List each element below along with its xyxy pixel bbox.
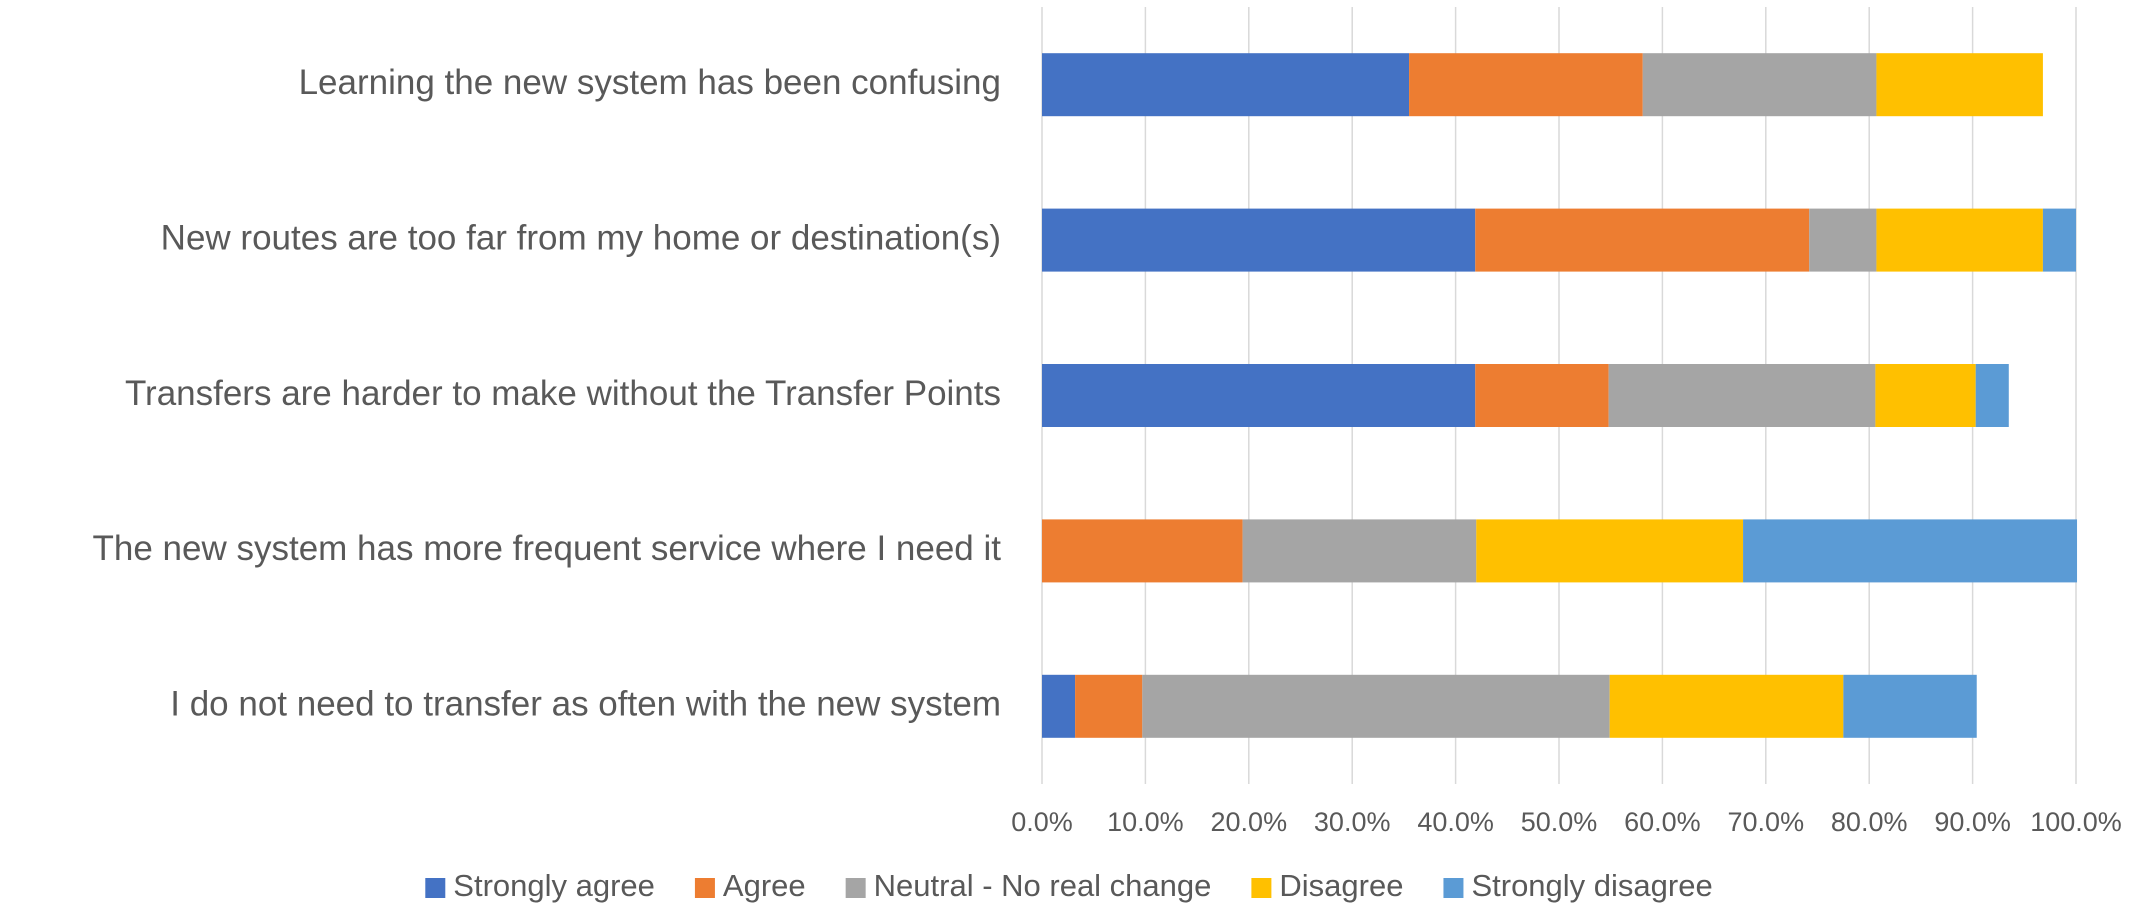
x-tick-label: 60.0%: [1624, 807, 1701, 837]
bar-segment: [1242, 519, 1477, 583]
category-label: Learning the new system has been confusi…: [299, 63, 1001, 102]
bar-segment: [1042, 519, 1243, 583]
bar-segment: [1042, 53, 1410, 117]
legend-swatch: [425, 878, 446, 898]
legend-label: Strongly agree: [453, 868, 655, 903]
bar-segment: [1875, 364, 1976, 427]
bar-segment: [1042, 208, 1476, 272]
bar-segment: [1843, 674, 1977, 738]
bar-segment: [1743, 519, 2078, 583]
bar-segment: [1142, 674, 1610, 738]
bar-segment: [1075, 674, 1143, 738]
x-tick-label: 0.0%: [1011, 807, 1073, 837]
bar-segment: [1608, 364, 1876, 427]
x-tick-label: 90.0%: [1934, 807, 2011, 837]
legend-swatch: [694, 878, 715, 898]
bar-segment: [1642, 53, 1877, 117]
legend: Strongly agree Agree Neutral - No real cha…: [425, 868, 1713, 903]
x-tick-label: 30.0%: [1314, 807, 1391, 837]
x-tick-label: 40.0%: [1417, 807, 1494, 837]
bar-segment: [1475, 364, 1609, 427]
legend-label: Disagree: [1279, 868, 1403, 903]
bar-segment: [1876, 53, 2043, 117]
bar-segment: [1809, 208, 1877, 272]
category-label: The new system has more frequent service…: [93, 529, 1002, 568]
legend-label: Neutral - No real change: [874, 868, 1212, 903]
category-label: New routes are too far from my home or d…: [161, 218, 1001, 257]
x-tick-label: 100.0%: [2030, 807, 2122, 837]
legend-label: Strongly disagree: [1471, 868, 1712, 903]
legend-label: Agree: [723, 868, 806, 903]
bar-segment: [1042, 364, 1476, 427]
legend-swatch: [1443, 878, 1464, 898]
x-tick-label: 20.0%: [1211, 807, 1288, 837]
x-tick-label: 70.0%: [1728, 807, 1805, 837]
bar-segment: [1876, 208, 2043, 272]
bar-segment: [1042, 674, 1076, 738]
category-label: Transfers are harder to make without the…: [125, 374, 1001, 413]
x-tick-label: 10.0%: [1107, 807, 1184, 837]
x-tick-label: 50.0%: [1521, 807, 1598, 837]
bar-segment: [1476, 519, 1744, 583]
legend-swatch: [845, 878, 866, 898]
bar-segment: [1475, 208, 1810, 272]
bar-segment: [2042, 208, 2076, 272]
bar-segment: [1409, 53, 1643, 117]
bar-segment: [1975, 364, 2009, 427]
legend-swatch: [1251, 878, 1272, 898]
bar-segment: [1609, 674, 1844, 738]
category-label: I do not need to transfer as often with …: [170, 685, 1001, 724]
x-tick-label: 80.0%: [1831, 807, 1908, 837]
